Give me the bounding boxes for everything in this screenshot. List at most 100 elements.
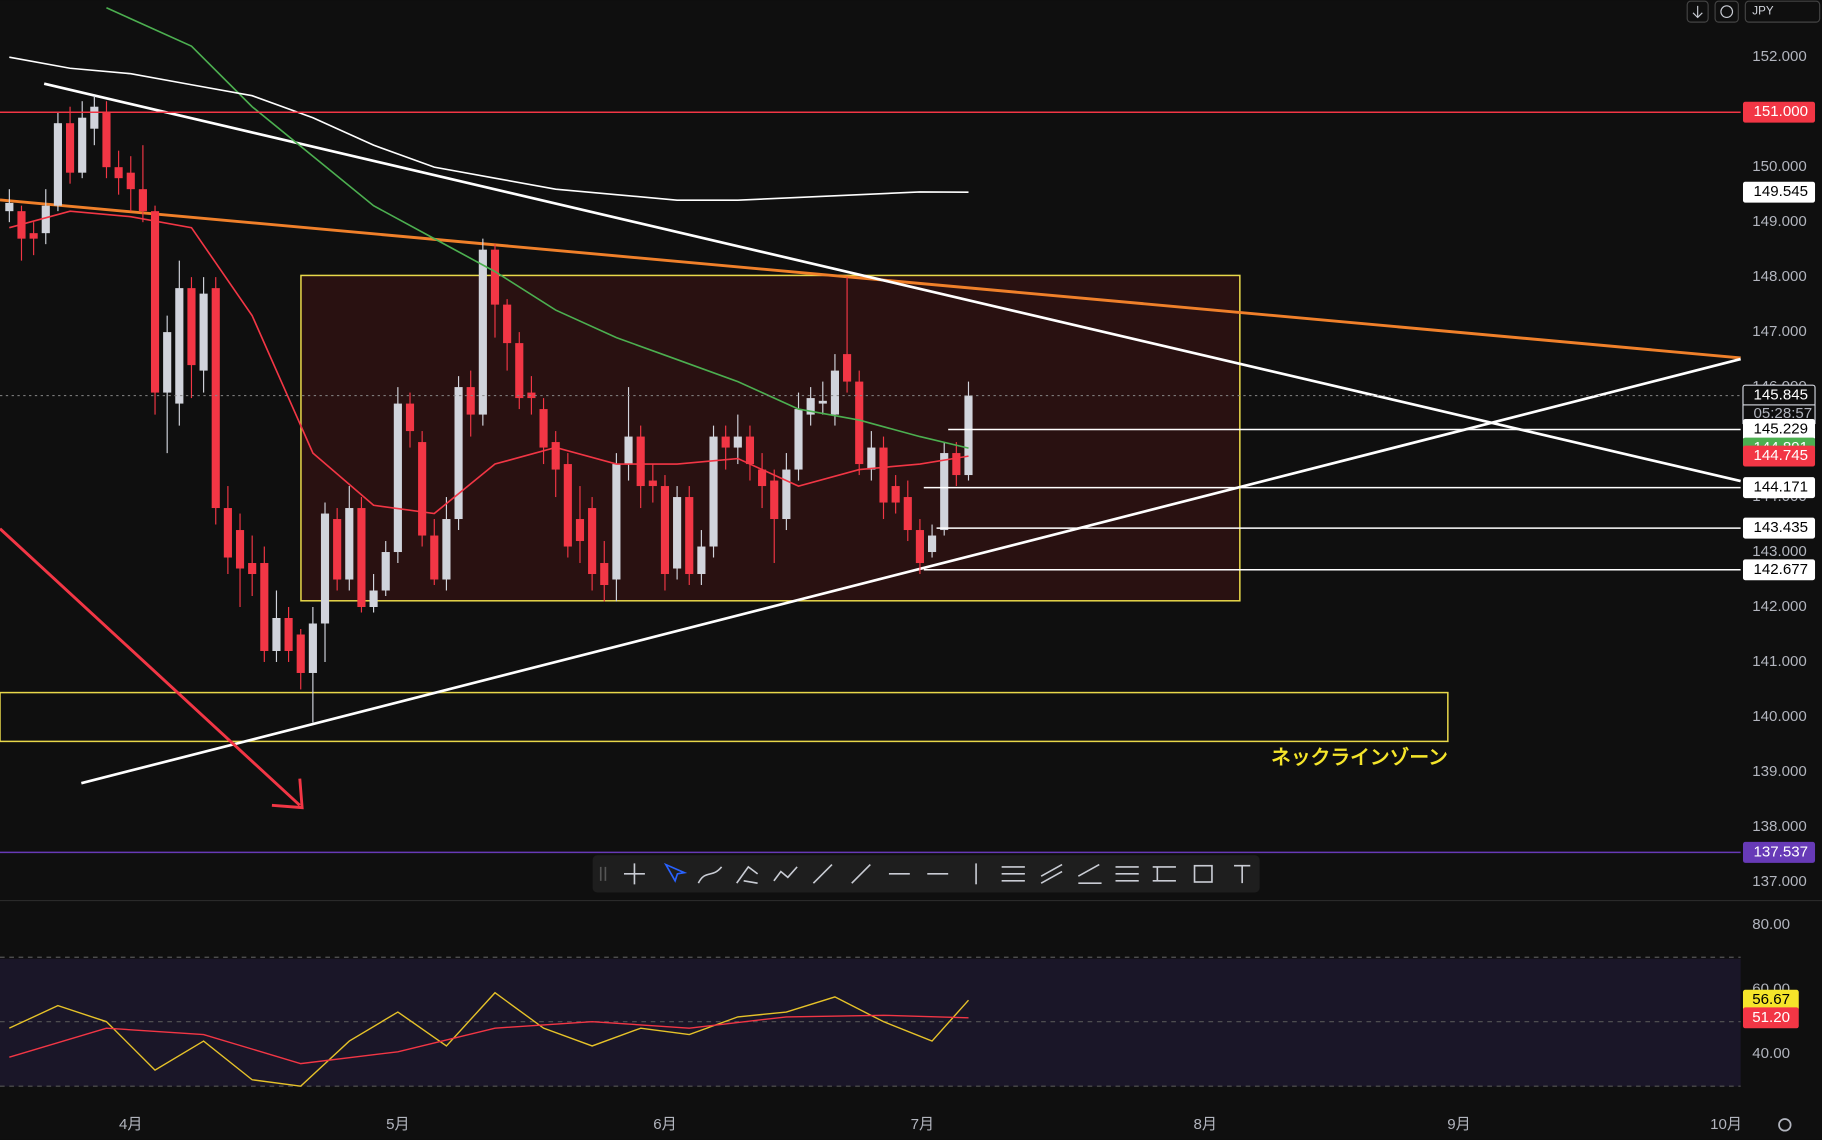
trend-tool[interactable] — [851, 863, 871, 884]
currency: JPY — [1752, 5, 1774, 18]
x-tick-label: 9月 — [1447, 1116, 1471, 1133]
refresh-button[interactable] — [1714, 0, 1739, 23]
candle-body — [600, 563, 609, 586]
candle-body — [126, 172, 135, 190]
fib-tool[interactable] — [1077, 863, 1102, 884]
y-tick-label: 141.000 — [1752, 653, 1807, 670]
y-tick-label: 149.000 — [1752, 213, 1807, 230]
candle-body — [405, 403, 415, 432]
candle-body — [782, 469, 791, 520]
price-label-bg — [1742, 517, 1816, 539]
price-label-bg — [1742, 101, 1816, 123]
candle-body — [539, 409, 548, 448]
y-tick-label: 40.00 — [1752, 1045, 1790, 1062]
candle-body — [393, 403, 402, 553]
candle-body — [248, 563, 257, 575]
candle-body — [794, 409, 803, 470]
range-tool[interactable] — [1152, 866, 1176, 882]
price-label: 149.545 — [1753, 183, 1808, 200]
candle-body — [952, 453, 961, 476]
y-tick-label: 143.000 — [1752, 543, 1807, 560]
channel-tool[interactable] — [1040, 863, 1063, 884]
candle-body — [915, 530, 924, 564]
candle-body — [490, 249, 500, 305]
drawing-toolbar — [592, 855, 1260, 893]
candle-body — [660, 486, 670, 575]
price-label-bg — [1742, 477, 1816, 499]
y-tick-label: 137.000 — [1752, 873, 1807, 890]
neckline-zone — [0, 691, 1449, 743]
rsi-band — [0, 958, 1741, 1087]
y-tick-label: 147.000 — [1752, 323, 1807, 340]
rect-tool[interactable] — [1193, 864, 1213, 883]
candle-body — [345, 508, 354, 580]
candle-body — [442, 519, 451, 580]
candle-body — [563, 464, 572, 547]
path-tool[interactable] — [773, 866, 798, 882]
candle-body — [867, 447, 876, 470]
parallel-tool[interactable] — [1001, 866, 1025, 882]
text-tool[interactable] — [1234, 864, 1251, 884]
y-tick-label: 139.000 — [1752, 763, 1807, 780]
price-label-bg — [1742, 445, 1816, 467]
candle-body — [745, 436, 755, 465]
value-label-bg — [1742, 1007, 1799, 1029]
countdown: 05:28:57 — [1753, 405, 1812, 422]
candle-body — [260, 563, 269, 651]
candle-body — [430, 535, 439, 580]
candle-body — [29, 233, 38, 239]
top-controls: JPY — [1686, 0, 1821, 23]
trend-line — [0, 198, 1741, 360]
x-tick-label: 10月 — [1710, 1116, 1742, 1133]
brush-tool[interactable] — [697, 866, 723, 884]
candle-body — [891, 486, 900, 503]
candle-body — [308, 623, 317, 673]
price-label: 145.845 — [1753, 387, 1808, 404]
candle-body — [41, 205, 50, 234]
y-tick-label: 148.000 — [1752, 268, 1807, 285]
candle-body — [150, 211, 160, 393]
price-label: 137.537 — [1753, 843, 1808, 860]
grid-tool[interactable] — [1115, 866, 1139, 882]
candle-body — [175, 288, 184, 404]
icon — [1692, 5, 1703, 19]
candle-body — [478, 249, 487, 415]
crosshair-tool[interactable] — [623, 863, 645, 885]
price-label-bg — [1742, 559, 1816, 581]
y-tick-label: 138.000 — [1752, 818, 1807, 835]
candle-body — [114, 167, 123, 179]
pen-tool[interactable] — [736, 865, 759, 884]
price-label: 144.745 — [1753, 447, 1808, 464]
candle-body — [928, 535, 937, 553]
candle-body — [697, 546, 706, 575]
candle-body — [673, 497, 682, 569]
candle-body — [648, 480, 657, 487]
candle-body — [381, 552, 390, 591]
candle-body — [588, 508, 597, 575]
settings-button[interactable] — [1778, 1118, 1792, 1132]
y-tick-label: 142.000 — [1752, 598, 1807, 615]
candle-body — [284, 617, 293, 651]
currency-button[interactable] — [1744, 0, 1821, 23]
price-label-bg — [1742, 181, 1816, 203]
scroll-button[interactable] — [1686, 0, 1709, 23]
cursor-tool[interactable] — [663, 862, 688, 883]
ray-tool[interactable] — [812, 863, 833, 884]
y-tick-label: 140.000 — [1752, 708, 1807, 725]
moving-average — [9, 56, 969, 201]
price-label-bg — [1742, 841, 1816, 863]
y-tick-label: 80.00 — [1752, 916, 1790, 933]
arrow — [0, 527, 304, 810]
candle-body — [235, 530, 245, 569]
drag-handle[interactable] — [599, 866, 607, 881]
candle-body — [138, 189, 147, 212]
price-label: 151.000 — [1753, 103, 1808, 120]
candle-body — [770, 480, 779, 520]
candle-body — [758, 469, 767, 487]
y-tick-label: 152.000 — [1752, 48, 1807, 65]
x-tick-label: 8月 — [1193, 1116, 1217, 1133]
candle-body — [733, 436, 742, 448]
candle-body — [53, 123, 62, 206]
candle-body — [418, 442, 427, 536]
